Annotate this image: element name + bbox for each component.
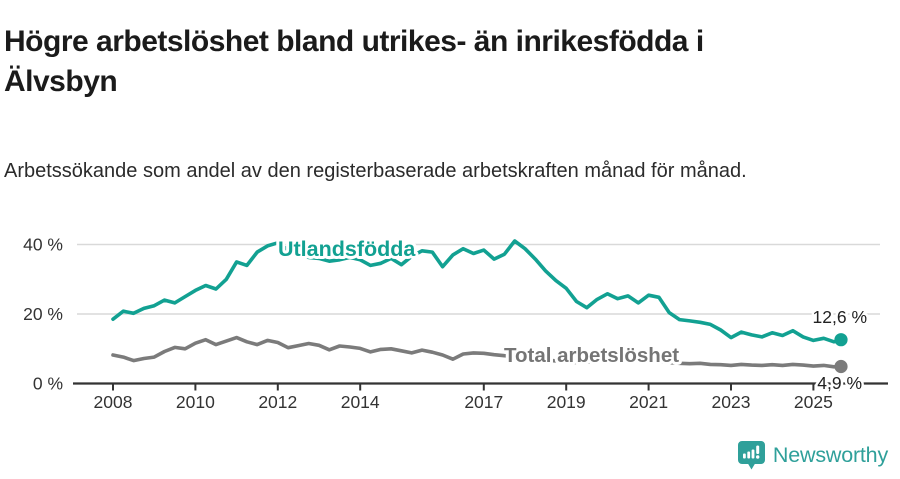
x-tick-label-2023: 2023 — [712, 392, 751, 412]
x-tick-label-2025: 2025 — [794, 392, 833, 412]
x-tick-label-2012: 2012 — [258, 392, 297, 412]
chart-subtitle: Arbetssökande som andel av den registerb… — [4, 160, 747, 182]
y-tick-label-20: 20 % — [23, 304, 63, 324]
x-tick-label-2019: 2019 — [547, 392, 586, 412]
y-tick-label-40: 40 % — [23, 235, 63, 255]
series-layer — [111, 239, 848, 374]
series-line-0 — [111, 239, 843, 344]
x-axis-ticks: 2008 2010 2012 2014 2017 2019 2021 2023 2025 — [94, 384, 833, 412]
x-tick-label-2014: 2014 — [341, 392, 380, 412]
series-end-dot-0 — [834, 333, 848, 347]
series-label-utlandsfodda: Utlandsfödda — [278, 237, 416, 261]
end-value-utlandsfodda: 12,6 % — [813, 307, 867, 327]
x-tick-label-2010: 2010 — [176, 392, 215, 412]
newsworthy-logo-text: Newsworthy — [772, 443, 888, 467]
x-tick-label-2021: 2021 — [629, 392, 668, 412]
series-label-total: Total arbetslöshet — [504, 344, 679, 367]
y-tick-label-0: 0 % — [33, 374, 63, 394]
series-line-1 — [111, 335, 843, 369]
series-end-dot-1 — [834, 359, 848, 374]
x-tick-label-2017: 2017 — [464, 392, 503, 412]
newsworthy-logo-icon — [737, 441, 765, 470]
chart-title: Högre arbetslöshet bland utrikes- än inr… — [4, 25, 704, 98]
end-value-total: 4,9 % — [817, 373, 862, 393]
newsworthy-logo[interactable]: Newsworthy — [737, 441, 888, 470]
x-tick-label-2008: 2008 — [94, 392, 133, 412]
